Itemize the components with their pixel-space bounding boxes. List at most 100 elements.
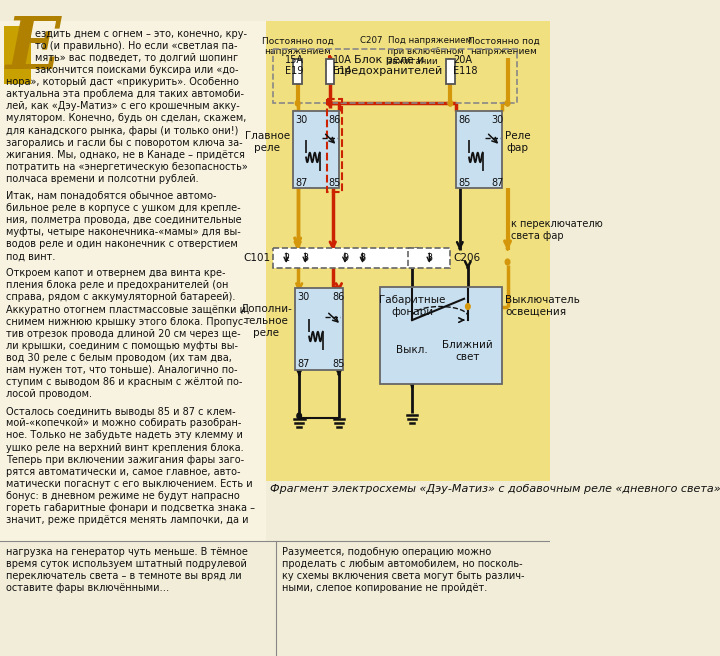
Text: 30: 30 bbox=[295, 115, 307, 125]
Text: оставите фары включёнными…: оставите фары включёнными… bbox=[6, 583, 169, 593]
Text: Е118: Е118 bbox=[454, 66, 478, 77]
Text: ное. Только не забудьте надеть эту клемму и: ное. Только не забудьте надеть эту клемм… bbox=[6, 430, 243, 440]
Text: снимем нижнюю крышку этого блока. Пропус-: снимем нижнюю крышку этого блока. Пропус… bbox=[6, 317, 247, 327]
Text: Осталось соединить выводы 85 и 87 с клем-: Осталось соединить выводы 85 и 87 с клем… bbox=[6, 406, 235, 417]
Bar bbox=[446, 58, 454, 84]
Bar bbox=[327, 99, 342, 192]
Text: 30: 30 bbox=[491, 115, 503, 125]
Text: мой-«копечкой» и можно собирать разобран-: мой-«копечкой» и можно собирать разобран… bbox=[6, 419, 241, 428]
Text: 86: 86 bbox=[332, 291, 344, 302]
Text: рятся автоматически и, самое главное, авто-: рятся автоматически и, самое главное, ав… bbox=[6, 466, 240, 477]
Text: ку схемы включения света могут быть различ-: ку схемы включения света могут быть разл… bbox=[282, 571, 525, 581]
Text: 87: 87 bbox=[491, 178, 503, 188]
Text: C101: C101 bbox=[243, 253, 270, 263]
Text: бонус: в дневном режиме не будут напрасно: бонус: в дневном режиме не будут напрасн… bbox=[6, 491, 240, 501]
Bar bbox=[273, 49, 518, 103]
Bar bbox=[273, 249, 418, 268]
Text: ездить днем с огнем – это, конечно, кру-: ездить днем с огнем – это, конечно, кру- bbox=[35, 29, 247, 39]
Text: 2: 2 bbox=[283, 253, 289, 263]
Text: матически погаснут с его выключением. Есть и: матически погаснут с его выключением. Ес… bbox=[6, 479, 253, 489]
Text: к переключателю
света фар: к переключателю света фар bbox=[511, 219, 603, 241]
Text: переключатель света – в темноте вы вряд ли: переключатель света – в темноте вы вряд … bbox=[6, 571, 242, 581]
Text: жигания. Мы, однако, не в Канаде – придётся: жигания. Мы, однако, не в Канаде – придё… bbox=[6, 150, 245, 159]
Text: проделать с любым автомобилем, но посколь-: проделать с любым автомобилем, но поскол… bbox=[282, 559, 523, 569]
Text: нагрузка на генератор чуть меньше. В тёмное: нагрузка на генератор чуть меньше. В тём… bbox=[6, 546, 248, 556]
Text: 87: 87 bbox=[295, 178, 307, 188]
Text: 86: 86 bbox=[328, 115, 341, 125]
Text: 8: 8 bbox=[359, 253, 366, 263]
Text: Дополни-
тельное
реле: Дополни- тельное реле bbox=[240, 304, 292, 338]
Text: закончится поисками буксира или «до-: закончится поисками буксира или «до- bbox=[35, 65, 238, 75]
Text: Ближний
свет: Ближний свет bbox=[443, 340, 493, 362]
Circle shape bbox=[297, 413, 302, 419]
Text: актуальна эта проблема для таких автомоби-: актуальна эта проблема для таких автомоб… bbox=[6, 89, 244, 99]
Bar bbox=[380, 287, 503, 384]
Text: Фрагмент электросхемы «Дэу-Матиз» с добавочным реле «дневного света».: Фрагмент электросхемы «Дэу-Матиз» с доба… bbox=[270, 483, 720, 494]
Text: Габаритные
фонари: Габаритные фонари bbox=[379, 295, 446, 316]
Text: полчаса времени и полсотни рублей.: полчаса времени и полсотни рублей. bbox=[6, 174, 199, 184]
Text: Е14: Е14 bbox=[333, 66, 351, 77]
Text: водов реле и один наконечник с отверстием: водов реле и один наконечник с отверстие… bbox=[6, 239, 238, 249]
Text: Реле
фар: Реле фар bbox=[505, 131, 531, 153]
Text: Откроем капот и отвернем два винта кре-: Откроем капот и отвернем два винта кре- bbox=[6, 268, 225, 278]
Circle shape bbox=[295, 100, 300, 106]
Text: загорались и гасли бы с поворотом ключа за-: загорались и гасли бы с поворотом ключа … bbox=[6, 138, 243, 148]
Text: нам нужен тот, что тоньше). Аналогично по-: нам нужен тот, что тоньше). Аналогично п… bbox=[6, 365, 238, 375]
Text: 10А: 10А bbox=[333, 55, 351, 65]
Text: C207  Под напряжением
          при включённом
          зажигании: C207 Под напряжением при включённом зажи… bbox=[360, 37, 472, 66]
Text: Постоянно под
напряжением: Постоянно под напряжением bbox=[262, 37, 333, 56]
Circle shape bbox=[466, 304, 470, 310]
Text: ния, полметра провода, две соединительные: ния, полметра провода, две соединительны… bbox=[6, 215, 242, 225]
Text: Выкл.: Выкл. bbox=[396, 345, 428, 356]
Circle shape bbox=[505, 259, 510, 265]
Bar bbox=[408, 249, 450, 268]
Text: вод 30 реле с белым проводом (их там два,: вод 30 реле с белым проводом (их там два… bbox=[6, 353, 232, 363]
Bar bbox=[295, 287, 343, 370]
Text: под винт.: под винт. bbox=[6, 251, 55, 261]
Text: 15А: 15А bbox=[284, 55, 304, 65]
Bar bbox=[0, 21, 266, 541]
Circle shape bbox=[448, 100, 453, 106]
Bar bbox=[4, 26, 31, 84]
Text: лосой проводом.: лосой проводом. bbox=[6, 389, 92, 400]
Text: 87: 87 bbox=[297, 359, 310, 369]
Text: ступим с выводом 86 и красным с жёлтой по-: ступим с выводом 86 и красным с жёлтой п… bbox=[6, 377, 243, 387]
Bar bbox=[325, 58, 334, 84]
Text: справа, рядом с аккумуляторной батареей).: справа, рядом с аккумуляторной батареей)… bbox=[6, 293, 235, 302]
Text: 9: 9 bbox=[342, 253, 348, 263]
Text: Теперь при включении зажигания фары заго-: Теперь при включении зажигания фары заго… bbox=[6, 455, 244, 464]
Circle shape bbox=[505, 100, 510, 106]
Text: Аккуратно отогнем пластмассовые защёпки и: Аккуратно отогнем пластмассовые защёпки … bbox=[6, 304, 246, 315]
Text: то (и правильно). Но если «светлая па-: то (и правильно). Но если «светлая па- bbox=[35, 41, 238, 51]
Text: ли крышки, соединим с помощью муфты вы-: ли крышки, соединим с помощью муфты вы- bbox=[6, 341, 238, 351]
Bar bbox=[456, 111, 502, 188]
Text: потратить на «энергетическую безопасность»: потратить на «энергетическую безопасност… bbox=[6, 162, 248, 172]
Text: мять» вас подведет, то долгий шопинг: мять» вас подведет, то долгий шопинг bbox=[35, 53, 238, 63]
Text: 85: 85 bbox=[459, 178, 471, 188]
Text: мулятором. Конечно, будь он сделан, скажем,: мулятором. Конечно, будь он сделан, скаж… bbox=[6, 113, 246, 123]
Text: Итак, нам понадобятся обычное автомо-: Итак, нам понадобятся обычное автомо- bbox=[6, 191, 217, 201]
Text: 86: 86 bbox=[459, 115, 471, 125]
Text: лей, как «Дэу-Матиз» с его крошечным акку-: лей, как «Дэу-Матиз» с его крошечным акк… bbox=[6, 101, 240, 112]
Text: Блок реле и
предохранителей: Блок реле и предохранителей bbox=[337, 55, 442, 77]
Text: 20А: 20А bbox=[454, 55, 472, 65]
Circle shape bbox=[328, 100, 332, 106]
Text: пления блока реле и предохранителей (он: пления блока реле и предохранителей (он bbox=[6, 280, 228, 291]
Text: гореть габаритные фонари и подсветка знака –: гореть габаритные фонари и подсветка зна… bbox=[6, 503, 255, 513]
Text: для канадского рынка, фары (и только они!): для канадского рынка, фары (и только они… bbox=[6, 125, 238, 136]
Bar bbox=[293, 111, 339, 188]
Text: тив отрезок провода длиной 20 см через ще-: тив отрезок провода длиной 20 см через щ… bbox=[6, 329, 240, 338]
Text: значит, реже придётся менять лампочки, да и: значит, реже придётся менять лампочки, д… bbox=[6, 515, 248, 525]
Text: 3: 3 bbox=[426, 253, 433, 263]
Text: Е19: Е19 bbox=[284, 66, 303, 77]
Text: муфты, четыре наконечника-«мамы» для вы-: муфты, четыре наконечника-«мамы» для вы- bbox=[6, 227, 241, 237]
Text: бильное реле в корпусе с ушком для крепле-: бильное реле в корпусе с ушком для крепл… bbox=[6, 203, 240, 213]
Text: Постоянно под
напряжением: Постоянно под напряжением bbox=[468, 37, 539, 56]
Text: ушко реле на верхний винт крепления блока.: ушко реле на верхний винт крепления блок… bbox=[6, 443, 244, 453]
Text: Выключатель
освещения: Выключатель освещения bbox=[505, 295, 580, 316]
Text: ными, слепое копирование не пройдёт.: ными, слепое копирование не пройдёт. bbox=[282, 583, 487, 593]
Text: Разумеется, подобную операцию можно: Разумеется, подобную операцию можно bbox=[282, 546, 492, 556]
Text: 30: 30 bbox=[297, 291, 310, 302]
Bar bbox=[294, 58, 302, 84]
Text: E: E bbox=[5, 13, 60, 84]
